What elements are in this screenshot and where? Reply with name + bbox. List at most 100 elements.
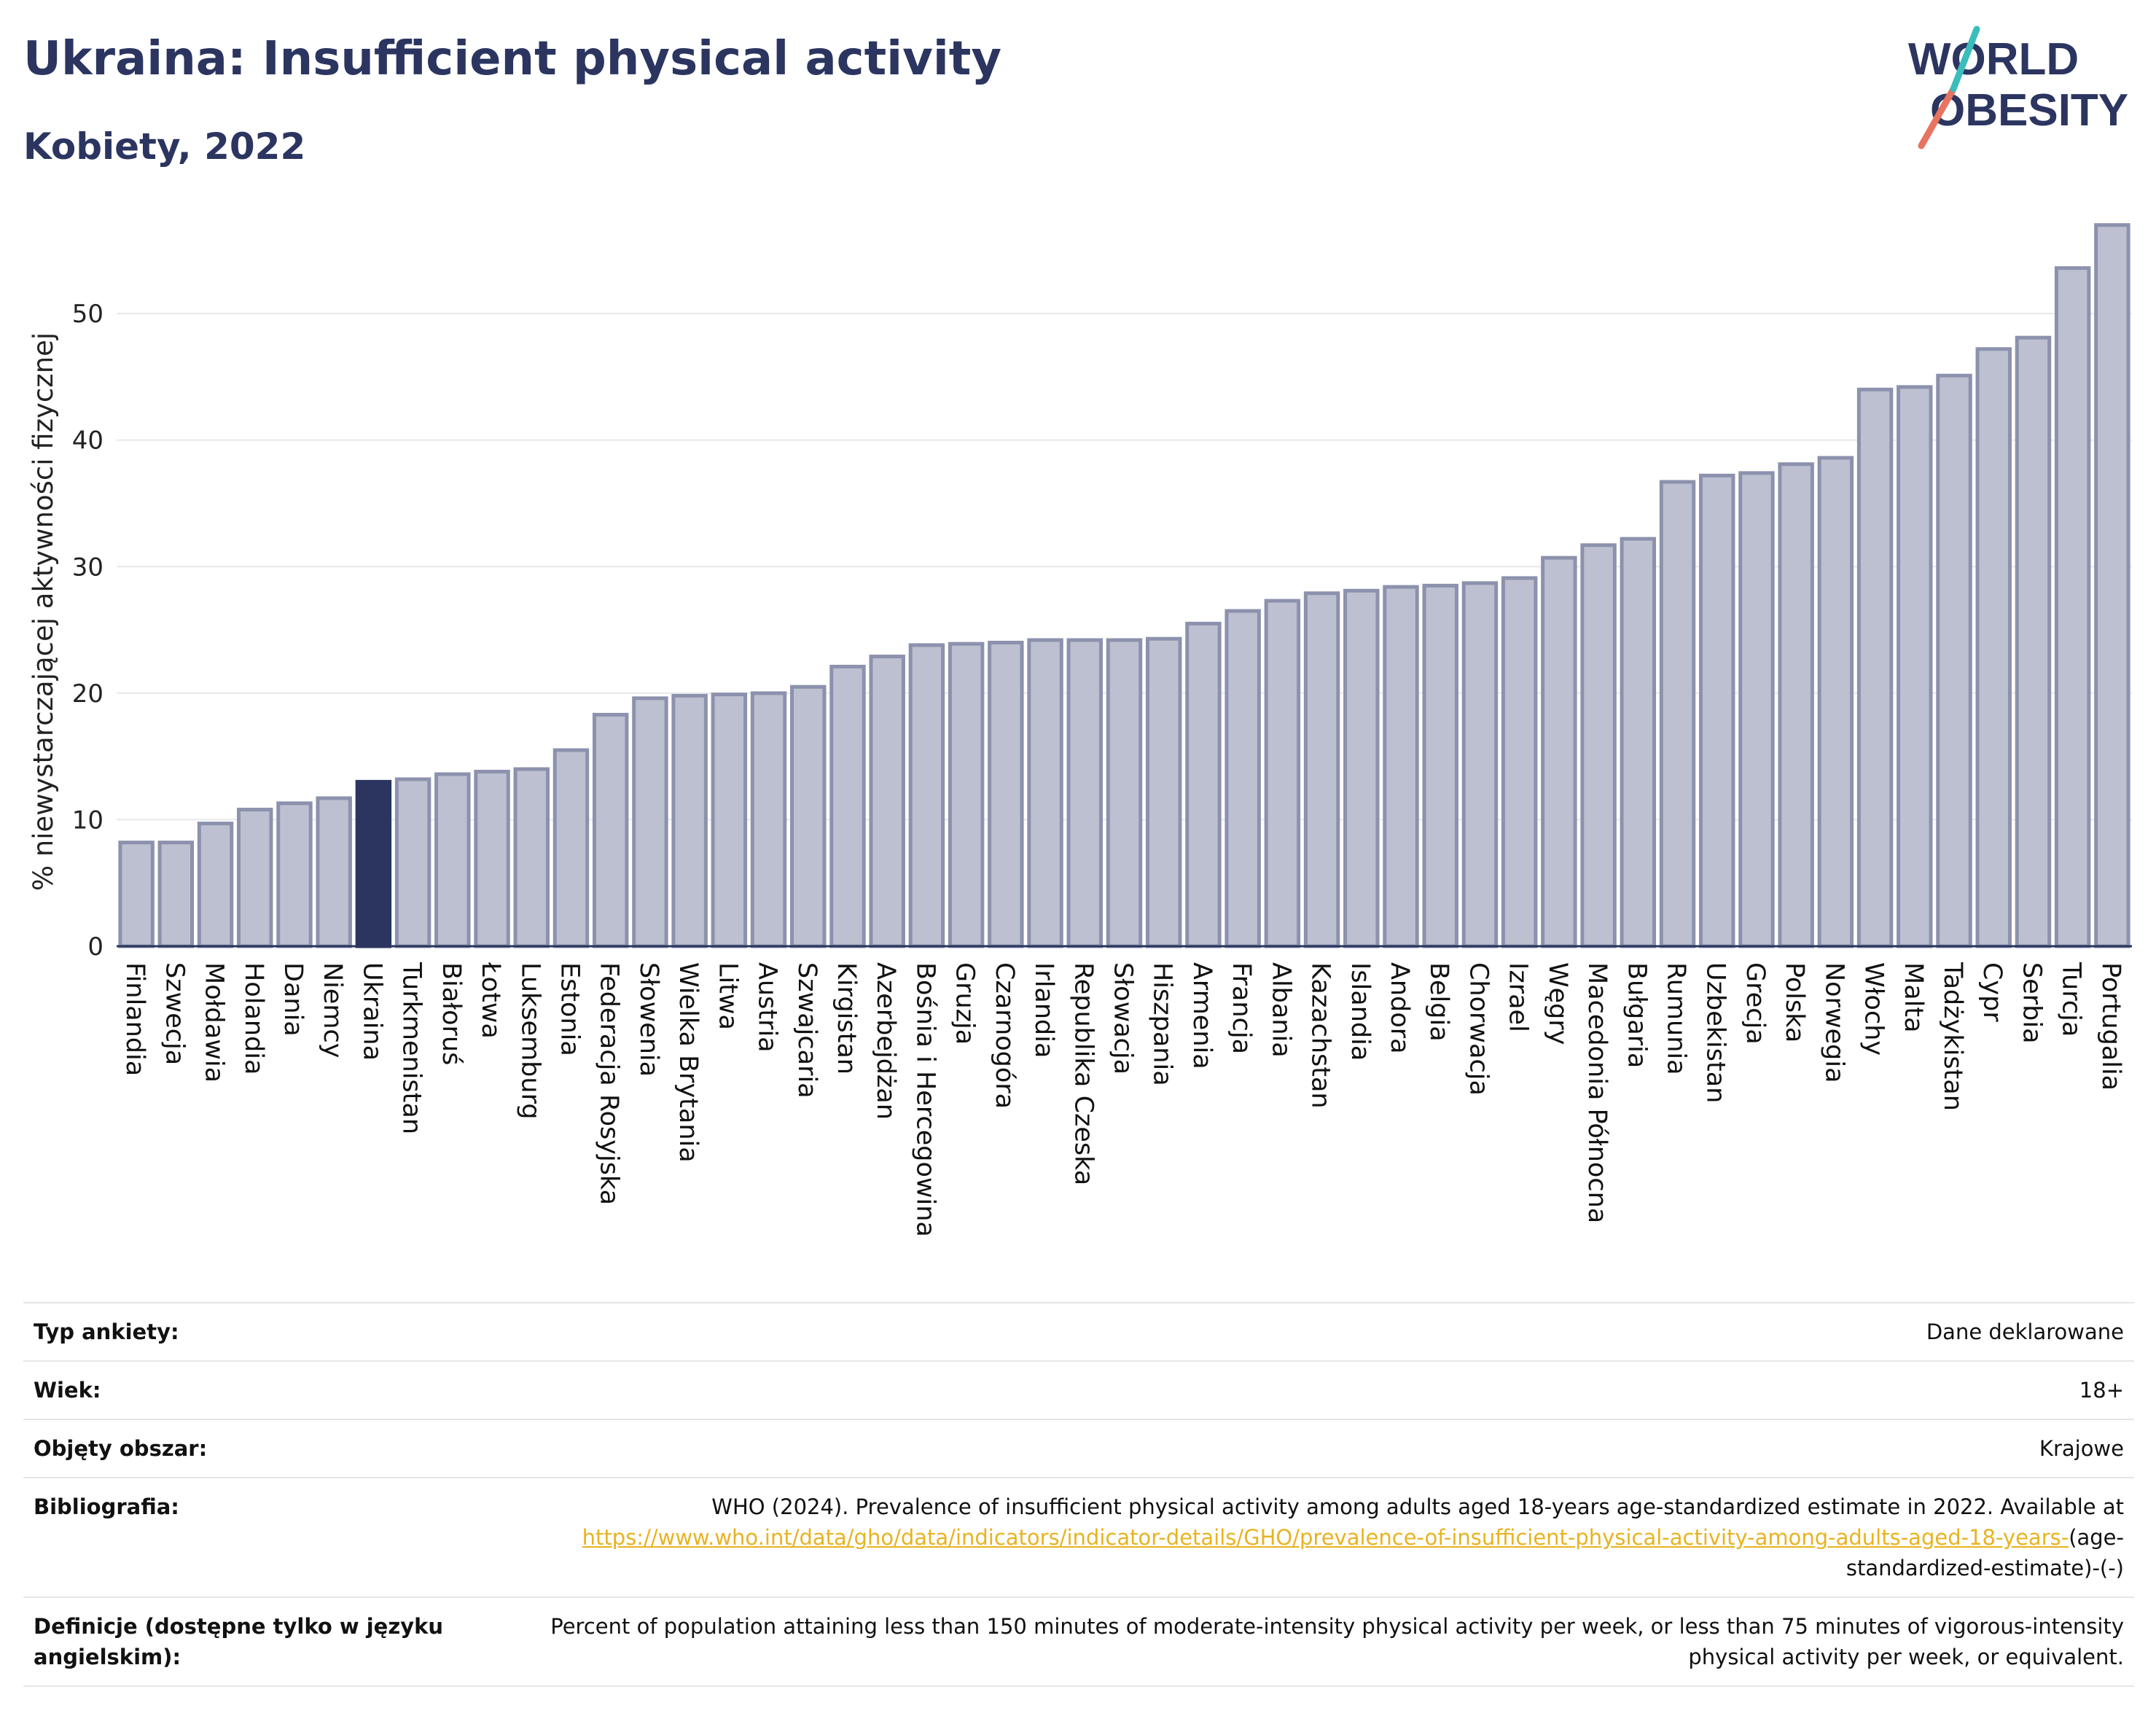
x-tick-label: Turkmenistan bbox=[397, 962, 426, 1134]
bar[interactable] bbox=[1422, 583, 1458, 948]
bars bbox=[118, 223, 2130, 948]
bar[interactable] bbox=[1897, 385, 1933, 948]
x-tick-label: Słowenia bbox=[634, 962, 663, 1077]
x-tick-label: Łotwa bbox=[476, 962, 505, 1039]
meta-value: WHO (2024). Prevalence of insufficient p… bbox=[481, 1477, 2134, 1598]
bar[interactable] bbox=[1580, 543, 1617, 948]
bar[interactable] bbox=[988, 640, 1024, 948]
y-axis-label: % niewystarczającej aktywności fizycznej bbox=[28, 332, 59, 891]
bar[interactable] bbox=[276, 801, 313, 948]
bar[interactable] bbox=[1303, 591, 1340, 948]
bar[interactable] bbox=[513, 767, 550, 948]
bar[interactable] bbox=[1461, 581, 1499, 948]
bar[interactable] bbox=[1778, 462, 1814, 948]
x-tick-label: Mołdawia bbox=[200, 962, 229, 1083]
x-tick-label: Wielka Brytania bbox=[673, 962, 703, 1163]
bar[interactable] bbox=[1264, 599, 1301, 948]
y-axis-ticks: 0 10 20 30 40 50 bbox=[72, 300, 103, 962]
bar[interactable] bbox=[1225, 609, 1261, 948]
bar[interactable] bbox=[1699, 473, 1735, 948]
bar[interactable] bbox=[1975, 347, 2012, 948]
x-tick-label: Bośnia i Hercegowina bbox=[910, 962, 940, 1237]
bar[interactable] bbox=[1856, 387, 1894, 948]
logo-line1: WORLD bbox=[1908, 34, 2079, 85]
x-tick-label: Niemcy bbox=[318, 962, 347, 1058]
meta-label: Typ ankiety: bbox=[23, 1301, 481, 1362]
bar[interactable] bbox=[1027, 638, 1063, 948]
x-axis-ticks: Finlandia Szwecja Mołdawia Holandia Dania Nie… bbox=[120, 962, 2125, 1237]
logo-line2: OBESITY bbox=[1930, 85, 2128, 136]
bar[interactable] bbox=[592, 712, 629, 948]
bar[interactable] bbox=[1501, 576, 1538, 948]
bar[interactable] bbox=[869, 655, 905, 948]
x-tick-label: Finlandia bbox=[120, 962, 149, 1076]
bar[interactable] bbox=[118, 841, 155, 948]
bar[interactable] bbox=[237, 808, 273, 948]
x-tick-label: Grecja bbox=[1741, 962, 1770, 1045]
x-tick-label: Federacja Rosyjska bbox=[595, 962, 624, 1205]
x-tick-label: Hiszpania bbox=[1148, 962, 1177, 1086]
x-tick-label: Dania bbox=[278, 962, 308, 1037]
x-tick-label: Austria bbox=[753, 962, 782, 1053]
bar[interactable] bbox=[316, 796, 352, 948]
bar[interactable] bbox=[1620, 537, 1657, 948]
bar[interactable] bbox=[711, 693, 748, 948]
logo-slash-upper bbox=[1950, 26, 1980, 93]
bar[interactable] bbox=[552, 748, 590, 948]
bar[interactable] bbox=[1817, 456, 1854, 948]
bibliography-link[interactable]: https://www.who.int/data/gho/data/indica… bbox=[582, 1525, 2069, 1551]
x-tick-label: Szwecja bbox=[160, 962, 189, 1065]
bar[interactable] bbox=[750, 691, 787, 948]
y-tick-label: 10 bbox=[72, 806, 103, 835]
bar[interactable] bbox=[1541, 555, 1577, 948]
x-tick-label: Bułgaria bbox=[1622, 962, 1651, 1068]
x-tick-label: Malta bbox=[1899, 962, 1928, 1033]
bar[interactable] bbox=[394, 777, 431, 948]
meta-row-definitions: Definicje (dostępne tylko w języku angie… bbox=[23, 1596, 2134, 1688]
bar[interactable] bbox=[157, 841, 195, 948]
bar[interactable] bbox=[2054, 266, 2091, 948]
bar[interactable] bbox=[1738, 471, 1775, 948]
bar[interactable] bbox=[2094, 223, 2130, 948]
meta-row-bibliography: Bibliografia: WHO (2024). Prevalence of … bbox=[23, 1477, 2134, 1598]
x-tick-label: Portugalia bbox=[2096, 962, 2125, 1091]
bar[interactable] bbox=[1145, 636, 1182, 948]
x-tick-label: Ukraina bbox=[357, 962, 386, 1061]
bar[interactable] bbox=[474, 769, 510, 948]
x-tick-label: Białoruś bbox=[437, 962, 466, 1065]
y-tick-label: 20 bbox=[72, 679, 103, 709]
bar[interactable] bbox=[2015, 335, 2052, 948]
page-title: Ukraina: Insufficient physical activity bbox=[23, 32, 1002, 86]
bar[interactable] bbox=[1383, 585, 1419, 948]
meta-label: Wiek: bbox=[23, 1360, 481, 1420]
bar[interactable] bbox=[790, 685, 827, 948]
bar[interactable] bbox=[1936, 373, 1972, 948]
bar[interactable] bbox=[829, 664, 866, 948]
bar[interactable] bbox=[1343, 588, 1380, 948]
bar[interactable] bbox=[1066, 638, 1104, 948]
bar[interactable] bbox=[355, 779, 392, 948]
meta-value: Percent of population attaining less tha… bbox=[481, 1596, 2134, 1688]
bar[interactable] bbox=[632, 696, 668, 948]
x-tick-label: Gruzja bbox=[950, 962, 980, 1045]
y-tick-label: 0 bbox=[87, 932, 103, 962]
bar[interactable] bbox=[1185, 621, 1222, 948]
bar[interactable] bbox=[1659, 480, 1696, 948]
bar[interactable] bbox=[197, 822, 234, 948]
metadata-table: Typ ankiety: Dane deklarowane Wiek: 18+ … bbox=[23, 1301, 2134, 1688]
x-tick-label: Włochy bbox=[1859, 962, 1889, 1056]
y-tick-label: 40 bbox=[72, 426, 103, 456]
bar[interactable] bbox=[1106, 638, 1143, 948]
bar[interactable] bbox=[948, 642, 985, 948]
x-tick-label: Kazachstan bbox=[1306, 962, 1335, 1109]
bar[interactable] bbox=[908, 643, 945, 948]
x-tick-label: Izrael bbox=[1504, 962, 1533, 1032]
bar[interactable] bbox=[671, 693, 708, 948]
bar[interactable] bbox=[434, 772, 471, 948]
x-tick-label: Norwegia bbox=[1819, 962, 1848, 1083]
x-tick-label: Belgia bbox=[1424, 962, 1453, 1042]
x-tick-label: Irlandia bbox=[1029, 962, 1058, 1058]
meta-value: Dane deklarowane bbox=[481, 1301, 2134, 1362]
bar-chart: 0 10 20 30 40 50 Finlandia Szwecja Mołdawia Hola… bbox=[28, 223, 2132, 1237]
meta-label: Objęty obszar: bbox=[23, 1419, 481, 1478]
